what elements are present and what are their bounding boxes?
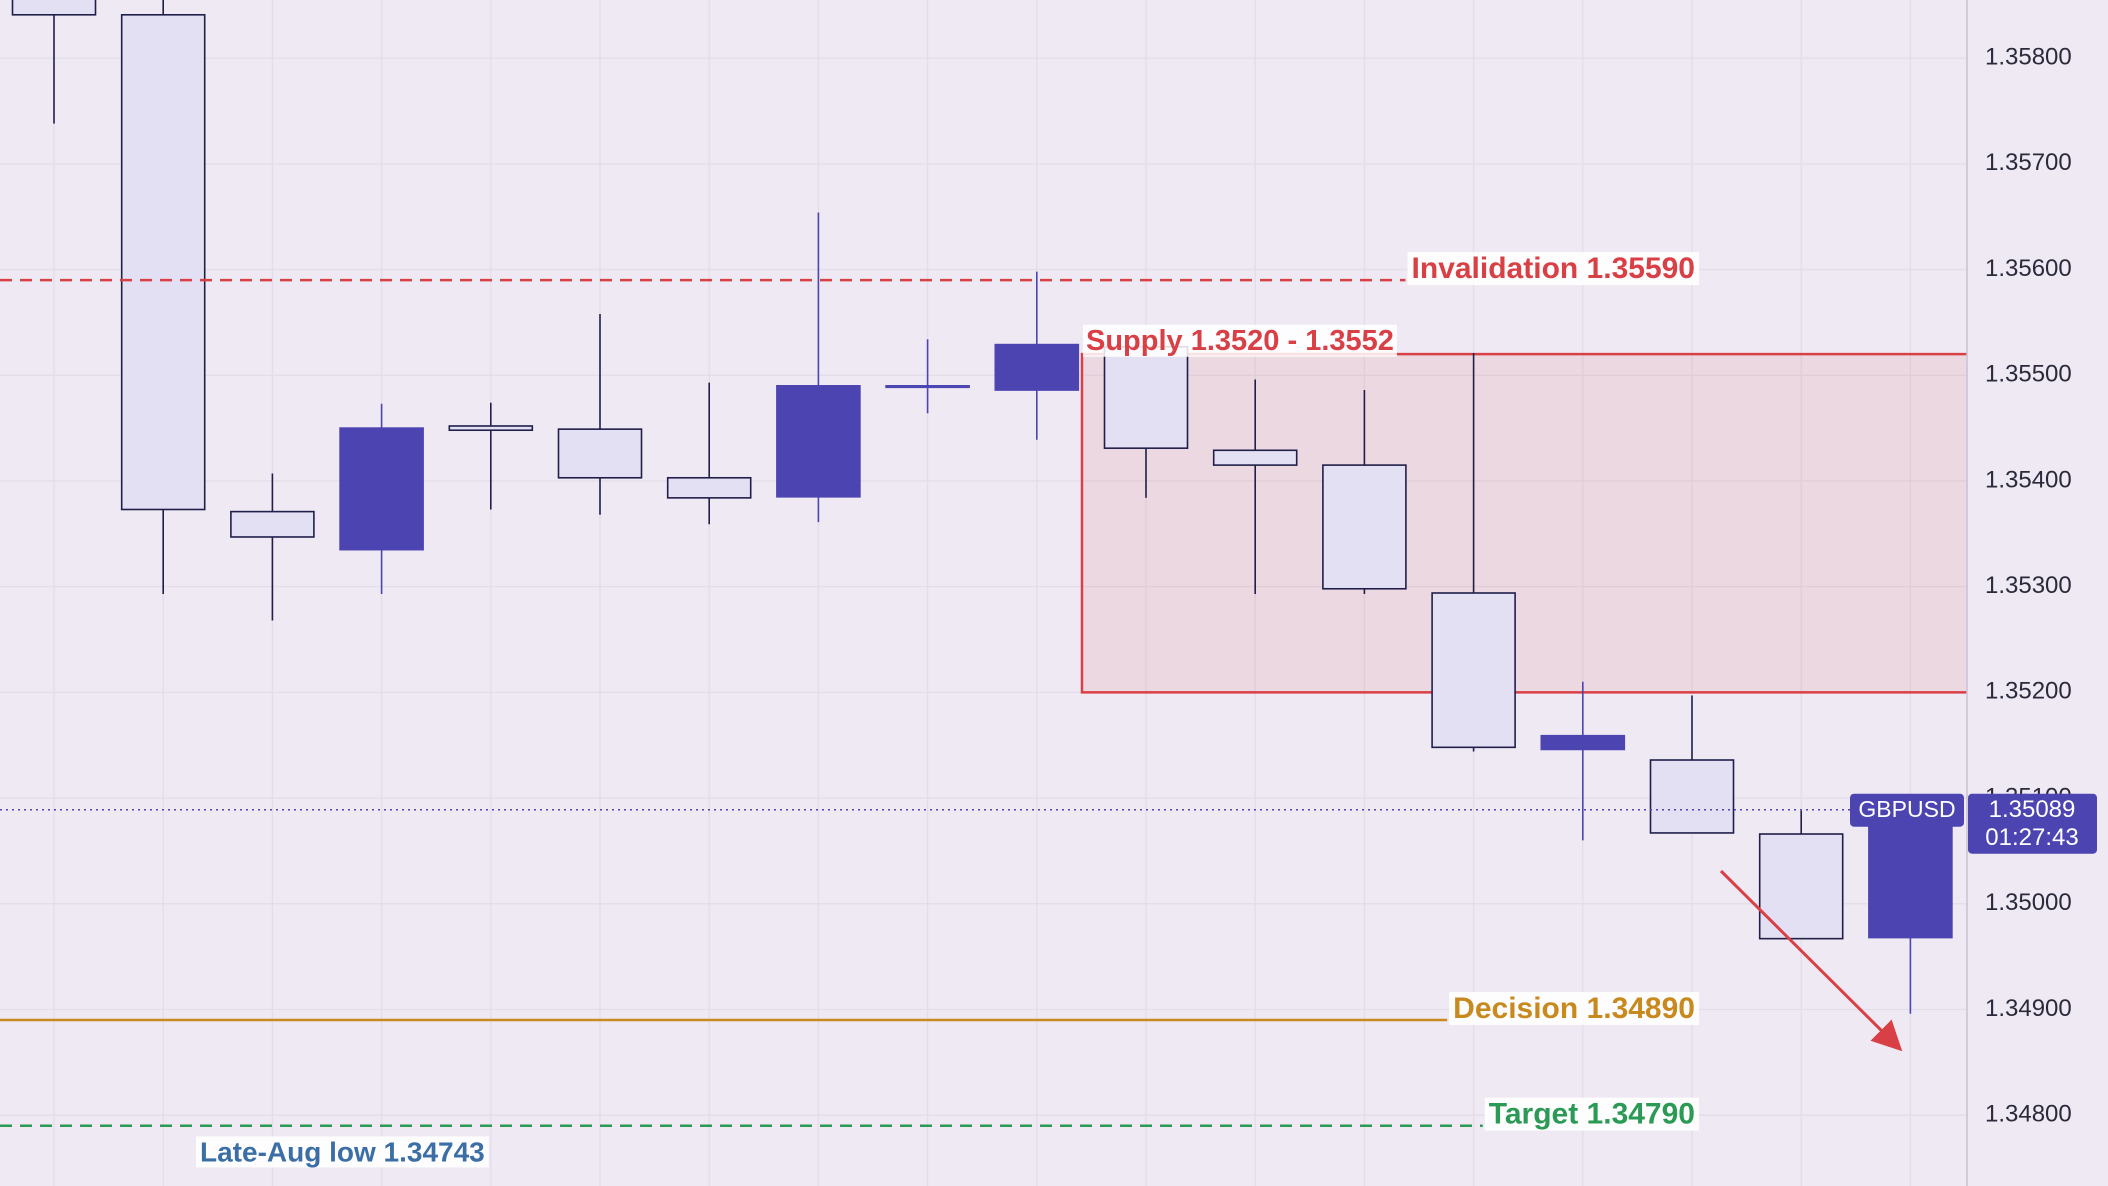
label-bg [1083,324,1397,357]
y-tick-label: 1.35000 [1985,889,2072,916]
y-tick-label: 1.35500 [1985,361,2072,388]
candle-body [666,476,752,499]
supply-zone [1080,352,1967,694]
level-label: Target 1.34790 [1489,1098,1695,1131]
candle-body [557,428,643,479]
y-tick-label: 1.35300 [1985,572,2072,599]
label-bg [1407,252,1699,286]
level-label: Invalidation 1.35590 [1412,252,1695,285]
candle-body [885,385,970,389]
price-box [1968,793,2097,854]
candle-body [230,510,315,538]
y-tick-label: 1.34900 [1985,995,2072,1022]
candle-body [1322,464,1407,590]
countdown-label: 01:27:43 [1985,824,2078,851]
label-bg [1484,1097,1699,1131]
level-label: Decision 1.34890 [1453,992,1695,1025]
y-tick-label: 1.35200 [1985,678,2072,705]
y-tick-label: 1.35700 [1985,149,2072,176]
candle-body [11,0,97,16]
candle-body [120,13,206,511]
y-tick-label: 1.35800 [1985,43,2072,70]
arrow [1719,869,1903,1052]
candle-body [1212,449,1298,466]
annotation-label: Late-Aug low 1.34743 [200,1136,485,1167]
candle-body [448,425,534,432]
candle-body [1540,734,1626,751]
label-bg [1449,991,1699,1025]
price-label: 1.35089 [1989,796,2076,823]
zone-label: Supply 1.3520 - 1.3552 [1086,325,1394,357]
label-bg [196,1136,489,1168]
symbol-label: GBPUSD [1858,796,1955,822]
candle-body [776,385,861,498]
symbol-box [1850,793,1964,827]
y-tick-label: 1.35600 [1985,255,2072,282]
candle-body [1431,592,1516,749]
candle-body [1103,345,1189,449]
y-tick-label: 1.34800 [1985,1101,2072,1128]
candle-body [339,427,424,551]
candle-body [1649,759,1735,834]
candle-body [994,343,1080,391]
candle-body [1868,808,1953,939]
y-tick-label: 1.35400 [1985,466,2072,493]
